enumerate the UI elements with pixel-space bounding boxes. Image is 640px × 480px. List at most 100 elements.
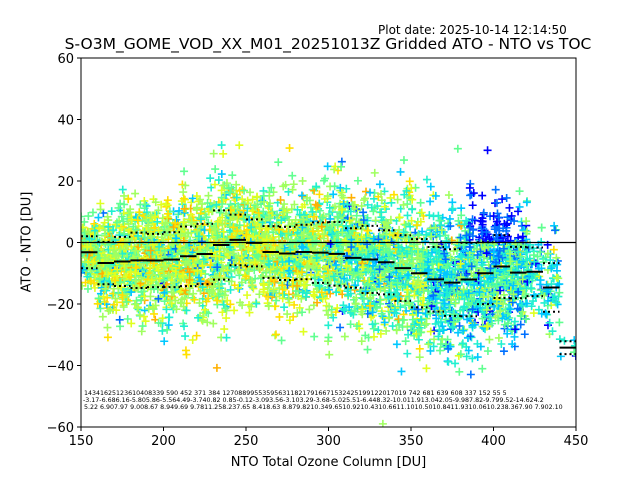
scatter-point bbox=[147, 232, 156, 241]
scatter-point bbox=[485, 335, 494, 344]
scatter-point bbox=[397, 367, 406, 376]
scatter-point bbox=[151, 212, 160, 221]
scatter-point bbox=[478, 364, 487, 373]
bin-annotations: 14341625123610408339 590 452 371 384 127… bbox=[83, 390, 563, 411]
scatter-point bbox=[298, 176, 307, 185]
scatter-point bbox=[196, 215, 205, 224]
x-tick-label: 300 bbox=[316, 434, 341, 449]
scatter-point bbox=[185, 284, 194, 293]
scatter-point bbox=[141, 200, 150, 209]
x-tick-label: 400 bbox=[481, 434, 506, 449]
y-tick-label: 40 bbox=[57, 114, 74, 129]
scatter-point bbox=[133, 304, 142, 313]
scatter-point bbox=[126, 205, 135, 214]
scatter-point bbox=[119, 303, 128, 312]
scatter-point bbox=[370, 168, 379, 177]
scatter-point bbox=[492, 198, 501, 207]
scatter-point bbox=[165, 313, 174, 322]
scatter-point bbox=[243, 291, 252, 300]
x-tick-label: 250 bbox=[234, 434, 259, 449]
scatter-point bbox=[94, 294, 103, 303]
scatter-point bbox=[329, 190, 338, 199]
scatter-point bbox=[459, 326, 468, 335]
scatter-point bbox=[137, 327, 146, 336]
chart-title: S-O3M_GOME_VOD_XX_M01_20251013Z Gridded … bbox=[64, 35, 592, 53]
scatter-point bbox=[131, 268, 140, 277]
scatter-point bbox=[193, 266, 202, 275]
scatter-point bbox=[196, 277, 205, 286]
scatter-point bbox=[118, 290, 127, 299]
scatter-point bbox=[362, 187, 371, 196]
scatter-point bbox=[347, 193, 356, 202]
scatter-point bbox=[111, 294, 120, 303]
scatter-point bbox=[93, 231, 102, 240]
scatter-point bbox=[198, 200, 207, 209]
scatter-point bbox=[220, 325, 229, 334]
scatter-point bbox=[111, 276, 120, 285]
scatter-point bbox=[448, 204, 457, 213]
scatter-point bbox=[146, 255, 155, 264]
scatter-point bbox=[537, 223, 546, 232]
scatter-point bbox=[117, 212, 126, 221]
scatter-point bbox=[98, 312, 107, 321]
scatter-point bbox=[415, 344, 424, 353]
scatter-points bbox=[81, 141, 576, 427]
scatter-point bbox=[177, 299, 186, 308]
scatter-point bbox=[188, 194, 197, 203]
scatter-point bbox=[192, 331, 201, 340]
scatter-point bbox=[444, 357, 453, 366]
scatter-point bbox=[133, 231, 142, 240]
scatter-point bbox=[181, 232, 190, 241]
scatter-point bbox=[499, 347, 508, 356]
scatter-point bbox=[416, 198, 425, 207]
scatter-point bbox=[90, 278, 99, 287]
scatter-point bbox=[502, 193, 511, 202]
scatter-point bbox=[324, 321, 333, 330]
scatter-point bbox=[120, 191, 129, 200]
scatter-point bbox=[522, 198, 531, 207]
scatter-point bbox=[366, 188, 375, 197]
scatter-point bbox=[159, 262, 168, 271]
scatter-point bbox=[176, 242, 185, 251]
scatter-point bbox=[123, 315, 132, 324]
scatter-point bbox=[194, 273, 203, 282]
scatter-point bbox=[194, 232, 203, 241]
scatter-point bbox=[455, 367, 464, 376]
scatter-point bbox=[222, 314, 231, 323]
scatter-point bbox=[160, 288, 169, 297]
scatter-point bbox=[203, 199, 212, 208]
scatter-point bbox=[436, 346, 445, 355]
scatter-point bbox=[163, 196, 172, 205]
scatter-point bbox=[310, 332, 319, 341]
scatter-point bbox=[181, 181, 190, 190]
scatter-point bbox=[163, 218, 172, 227]
scatter-point bbox=[99, 292, 108, 301]
scatter-point bbox=[181, 332, 190, 341]
scatter-point bbox=[185, 275, 194, 284]
scatter-point bbox=[171, 218, 180, 227]
scatter-point bbox=[172, 305, 181, 314]
scatter-point bbox=[132, 296, 141, 305]
scatter-point bbox=[117, 283, 126, 292]
scatter-point bbox=[83, 284, 92, 293]
scatter-point bbox=[142, 274, 151, 283]
scatter-point bbox=[109, 226, 118, 235]
x-tick-label: 450 bbox=[564, 434, 589, 449]
scatter-point bbox=[415, 353, 424, 362]
scatter-point bbox=[198, 261, 207, 270]
scatter-point bbox=[103, 323, 112, 332]
scatter-point bbox=[103, 293, 112, 302]
scatter-point bbox=[172, 234, 181, 243]
scatter-point bbox=[83, 242, 92, 251]
scatter-point bbox=[110, 300, 119, 309]
scatter-point bbox=[494, 213, 503, 222]
scatter-point bbox=[102, 266, 111, 275]
scatter-point bbox=[188, 336, 197, 344]
scatter-point bbox=[104, 306, 113, 315]
scatter-point bbox=[388, 322, 397, 331]
scatter-point bbox=[93, 299, 102, 308]
scatter-point bbox=[162, 305, 171, 314]
scatter-point bbox=[147, 276, 156, 285]
scatter-point bbox=[222, 333, 231, 342]
